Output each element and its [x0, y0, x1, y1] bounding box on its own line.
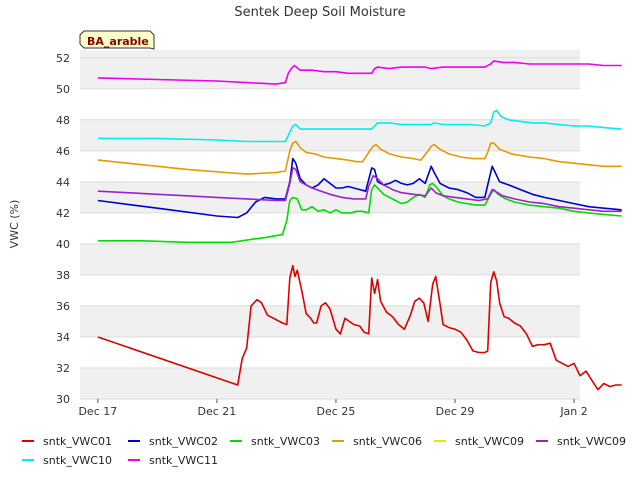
- grid-band: [80, 243, 580, 275]
- x-tick-label: Dec 21: [198, 405, 237, 418]
- grid-band: [80, 181, 580, 213]
- legend-label: sntk_VWC03: [251, 435, 320, 448]
- series-lines: [97, 60, 622, 391]
- y-tick-label: 50: [56, 83, 70, 96]
- series-line-sntk_vwc06: [97, 140, 622, 175]
- x-tick-label: Dec 17: [78, 405, 117, 418]
- y-tick-label: 36: [56, 300, 70, 313]
- legend-label: sntk_VWC09: [557, 435, 626, 448]
- y-tick-label: 48: [56, 114, 70, 127]
- x-tick-label: Dec 29: [436, 405, 475, 418]
- y-tick-label: 44: [56, 176, 70, 189]
- grid-lines: [80, 57, 580, 400]
- y-tick-label: 34: [56, 331, 70, 344]
- x-tick-label: Jan 2: [559, 405, 587, 418]
- series-line-sntk_vwc01: [97, 264, 622, 391]
- legend-label: sntk_VWC01: [43, 435, 112, 448]
- plot-area: [80, 50, 580, 399]
- series-line-sntk_vwc09: [97, 167, 622, 213]
- legend-label: sntk_VWC09: [455, 435, 524, 448]
- badge-label: BA_arable: [87, 35, 149, 48]
- grid-band: [80, 50, 580, 58]
- grid-band: [80, 119, 580, 151]
- legend-label: sntk_VWC06: [353, 435, 422, 448]
- plot-bands: [80, 50, 580, 399]
- badge: BA_arable: [79, 30, 155, 50]
- grid-band: [80, 367, 580, 399]
- y-tick-label: 30: [56, 393, 70, 406]
- legend-label: sntk_VWC11: [149, 454, 218, 467]
- series-line-sntk_vwc11: [97, 60, 622, 85]
- y-tick-label: 42: [56, 207, 70, 220]
- grid-band: [80, 57, 580, 89]
- legend: sntk_VWC01 sntk_VWC02 sntk_VWC03 sntk_VWC06…: [22, 435, 626, 467]
- y-tick-label: 32: [56, 362, 70, 375]
- legend-label: sntk_VWC10: [43, 454, 112, 467]
- chart-title: Sentek Deep Soil Moisture: [234, 5, 405, 20]
- y-tick-label: 46: [56, 145, 70, 158]
- series-line-sntk_vwc10: [97, 109, 622, 143]
- badge-box: [79, 30, 155, 50]
- series-line-sntk_vwc03: [97, 182, 622, 244]
- y-axis-label: VWC (%): [8, 200, 21, 249]
- y-tick-label: 52: [56, 52, 70, 65]
- y-tick-label: 38: [56, 269, 70, 282]
- legend-label: sntk_VWC02: [149, 435, 218, 448]
- y-tick-label: 40: [56, 238, 70, 251]
- y-tick-labels: 30 32 34 36 38 40 42 44 46 48 50 52: [56, 52, 70, 406]
- x-tick-labels: Dec 17 Dec 21 Dec 25 Dec 29 Jan 2: [78, 399, 588, 418]
- x-tick-label: Dec 25: [317, 405, 356, 418]
